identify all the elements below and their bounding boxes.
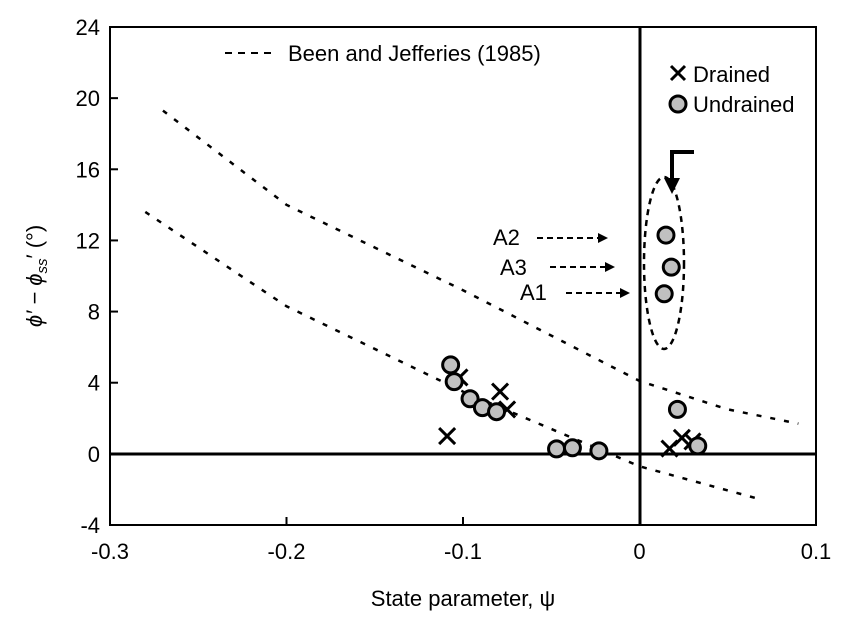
undrained-point — [460, 389, 480, 409]
label-a2: A2 — [493, 225, 520, 250]
y-tick-label: 16 — [76, 157, 100, 182]
drained-point — [491, 382, 510, 401]
been-jefferies-curve — [162, 109, 799, 425]
undrained-point — [444, 372, 464, 392]
x-tick-label: -0.2 — [268, 539, 306, 564]
undrained-point — [661, 257, 681, 277]
x-tick-label: -0.1 — [444, 539, 482, 564]
x-tick-label: -0.3 — [91, 539, 129, 564]
x-tick-label: 0.1 — [801, 539, 832, 564]
drained-point — [438, 427, 457, 446]
y-tick-label: 12 — [76, 228, 100, 253]
annotations: A2 A3 A1 — [493, 150, 694, 351]
bent-arrow — [670, 150, 694, 180]
legend: Been and Jefferies (1985) Drained Undrai… — [225, 41, 795, 117]
undrained-point — [656, 225, 676, 245]
undrained-point — [654, 284, 674, 304]
legend-drained-marker — [669, 64, 687, 82]
undrained-point — [688, 436, 708, 456]
data-points — [438, 225, 708, 461]
x-tick-label: 0 — [633, 539, 645, 564]
legend-drained-label: Drained — [693, 62, 770, 87]
label-a1: A1 — [520, 280, 547, 305]
y-axis-label: ϕ′ − ϕss′ (°) — [22, 225, 51, 327]
dashed-curves — [144, 109, 799, 502]
legend-dashed-label: Been and Jefferies (1985) — [288, 41, 541, 66]
undrained-point — [547, 439, 567, 459]
axis-ticks: -0.3 -0.2 -0.1 0 0.1 -4 0 4 8 12 16 20 24 — [76, 15, 832, 564]
undrained-point — [562, 438, 582, 458]
y-tick-label: 0 — [88, 442, 100, 467]
legend-undrained-label: Undrained — [693, 92, 795, 117]
highlight-ellipse — [642, 175, 686, 351]
x-axis-label: State parameter, ψ — [371, 586, 555, 611]
y-label-main: ϕ′ − ϕ — [22, 274, 47, 328]
y-tick-label: -4 — [80, 513, 100, 538]
legend-undrained-marker — [668, 94, 688, 114]
y-tick-label: 8 — [88, 300, 100, 325]
y-tick-label: 24 — [76, 15, 100, 40]
drained-point — [672, 428, 691, 447]
label-a3: A3 — [500, 255, 527, 280]
undrained-point — [589, 441, 609, 461]
y-tick-label: 20 — [76, 86, 100, 111]
undrained-point — [441, 355, 461, 375]
undrained-point — [487, 402, 507, 422]
y-tick-label: 4 — [88, 371, 100, 396]
undrained-point — [667, 399, 687, 419]
been-jefferies-curve — [144, 210, 764, 502]
y-label-sub: ss — [34, 258, 51, 274]
arrow-heads — [598, 233, 630, 298]
arrow-head — [664, 178, 680, 194]
y-label-unit: ′ (°) — [22, 225, 47, 259]
